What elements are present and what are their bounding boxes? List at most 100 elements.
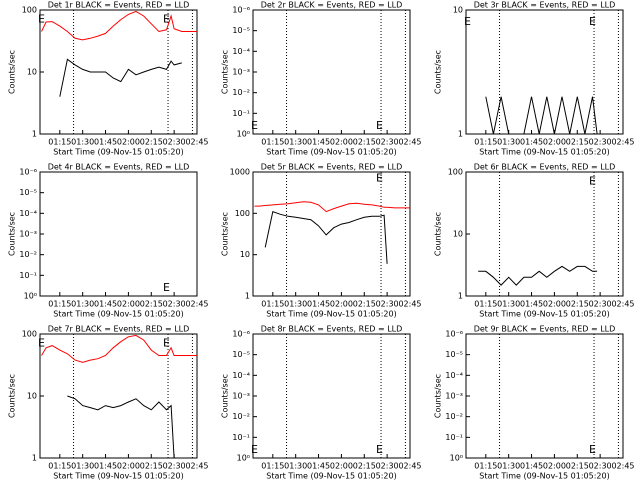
y-tick-label: 1 xyxy=(245,292,250,301)
annotation: E xyxy=(464,15,471,28)
y-tick-label: 10⁻² xyxy=(232,412,250,421)
y-axis-label: Counts/sec xyxy=(434,50,443,94)
x-tick-label: 01:45 xyxy=(520,462,543,471)
y-tick-label: 10⁻⁶ xyxy=(445,330,463,339)
panel-title: Det 7r BLACK = Events, RED = LLD xyxy=(48,325,190,334)
annotation: E xyxy=(589,175,596,188)
x-tick-label: 01:15 xyxy=(261,138,284,147)
x-tick-label: 01:30 xyxy=(284,138,307,147)
x-tick-label: 01:45 xyxy=(94,138,117,147)
y-tick-label: 10⁻⁶ xyxy=(232,330,250,339)
x-tick-label: 02:30 xyxy=(589,138,612,147)
x-tick-label: 01:15 xyxy=(474,138,497,147)
x-tick-label: 01:30 xyxy=(497,462,520,471)
y-axis-label: Counts/sec xyxy=(8,374,17,418)
x-tick-label: 02:15 xyxy=(566,138,589,147)
data-line xyxy=(264,210,388,264)
panel: Det 1r BLACK = Events, RED = LLD Start Ti… xyxy=(8,1,209,157)
y-tick-label: 10⁻² xyxy=(232,88,250,97)
y-axis-label: Counts/sec xyxy=(221,212,230,256)
x-tick-label: 01:30 xyxy=(71,300,94,309)
panel: Det 4r BLACK = Events, RED = LLD Start Ti… xyxy=(8,163,209,319)
x-tick-label: 02:45 xyxy=(611,462,634,471)
y-tick-label: 10⁰ xyxy=(237,454,250,463)
panel-title: Det 6r BLACK = Events, RED = LLD xyxy=(474,163,616,172)
plot-frame xyxy=(252,9,411,135)
y-tick-label: 1000 xyxy=(230,168,250,177)
x-tick-label: 02:45 xyxy=(398,138,421,147)
panel-title: Det 8r BLACK = Events, RED = LLD xyxy=(261,325,403,334)
y-tick-label: 1 xyxy=(32,454,37,463)
x-tick-label: 02:15 xyxy=(140,300,163,309)
y-tick-label: 10 xyxy=(27,392,37,401)
x-tick-label: 01:45 xyxy=(307,300,330,309)
y-tick-label: 10⁻⁴ xyxy=(232,47,250,56)
y-tick-label: 10⁻⁵ xyxy=(232,350,250,359)
x-tick-label: 01:30 xyxy=(497,300,520,309)
x-axis-label: Start Time (09-Nov-15 01:05:20) xyxy=(479,310,609,319)
x-tick-label: 02:30 xyxy=(589,462,612,471)
panel-title: Det 2r BLACK = Events, RED = LLD xyxy=(261,1,403,10)
panel-title: Det 9r BLACK = Events, RED = LLD xyxy=(474,325,616,334)
x-tick-label: 02:45 xyxy=(185,462,208,471)
y-tick-label: 10⁻⁵ xyxy=(232,26,250,35)
plot-frame xyxy=(465,9,624,135)
x-tick-label: 01:45 xyxy=(94,462,117,471)
y-tick-label: 10⁻⁴ xyxy=(19,209,37,218)
x-tick-label: 02:30 xyxy=(376,300,399,309)
y-tick-label: 10⁻⁵ xyxy=(19,188,37,197)
panel-title: Det 1r BLACK = Events, RED = LLD xyxy=(48,1,190,10)
y-tick-label: 10 xyxy=(27,68,37,77)
annotation: E xyxy=(38,13,45,26)
panel-title: Det 5r BLACK = Events, RED = LLD xyxy=(261,163,403,172)
x-tick-label: 02:15 xyxy=(566,300,589,309)
y-tick-label: 10⁻⁴ xyxy=(232,371,250,380)
x-tick-label: 01:15 xyxy=(261,300,284,309)
x-tick-label: 02:00 xyxy=(330,138,353,147)
x-tick-label: 01:15 xyxy=(474,300,497,309)
x-tick-label: 02:00 xyxy=(543,138,566,147)
annotation: E xyxy=(38,337,45,350)
y-tick-label: 10⁻¹ xyxy=(232,109,250,118)
x-axis-label: Start Time (09-Nov-15 01:05:20) xyxy=(479,148,609,157)
panel: Det 7r BLACK = Events, RED = LLD Start Ti… xyxy=(8,325,209,480)
x-tick-label: 01:30 xyxy=(71,462,94,471)
x-tick-label: 01:15 xyxy=(474,462,497,471)
x-tick-label: 02:30 xyxy=(376,462,399,471)
y-tick-label: 10⁻¹ xyxy=(232,433,250,442)
x-tick-label: 02:15 xyxy=(353,300,376,309)
x-tick-label: 02:45 xyxy=(398,300,421,309)
y-tick-label: 10 xyxy=(240,250,250,259)
x-tick-label: 01:30 xyxy=(284,462,307,471)
x-tick-label: 01:15 xyxy=(261,462,284,471)
y-tick-label: 10⁰ xyxy=(450,454,463,463)
y-axis-label: Counts/sec xyxy=(8,50,17,94)
y-tick-label: 10 xyxy=(453,230,463,239)
annotation: E xyxy=(163,337,170,350)
data-line xyxy=(485,96,598,135)
y-tick-label: 100 xyxy=(448,168,463,177)
y-tick-label: 100 xyxy=(235,209,250,218)
x-tick-label: 01:15 xyxy=(48,300,71,309)
y-tick-label: 100 xyxy=(22,330,37,339)
y-axis-label: Counts/sec xyxy=(221,374,230,418)
annotation: E xyxy=(376,443,383,456)
plot-frame xyxy=(465,171,624,297)
y-tick-label: 10⁻³ xyxy=(232,68,250,77)
y-tick-label: 10⁻³ xyxy=(19,230,37,239)
x-tick-label: 02:15 xyxy=(353,138,376,147)
annotation: E xyxy=(163,13,170,26)
plot-frame xyxy=(39,171,198,297)
x-tick-label: 02:30 xyxy=(376,138,399,147)
y-tick-label: 10⁰ xyxy=(237,130,250,139)
x-tick-label: 01:15 xyxy=(48,138,71,147)
y-tick-label: 1 xyxy=(458,292,463,301)
x-axis-label: Start Time (09-Nov-15 01:05:20) xyxy=(53,310,183,319)
x-tick-label: 02:45 xyxy=(185,300,208,309)
x-tick-label: 02:45 xyxy=(611,138,634,147)
x-axis-label: Start Time (09-Nov-15 01:05:20) xyxy=(266,310,396,319)
plot-frame xyxy=(252,333,411,459)
x-tick-label: 02:45 xyxy=(185,138,208,147)
y-tick-label: 10⁻² xyxy=(445,412,463,421)
